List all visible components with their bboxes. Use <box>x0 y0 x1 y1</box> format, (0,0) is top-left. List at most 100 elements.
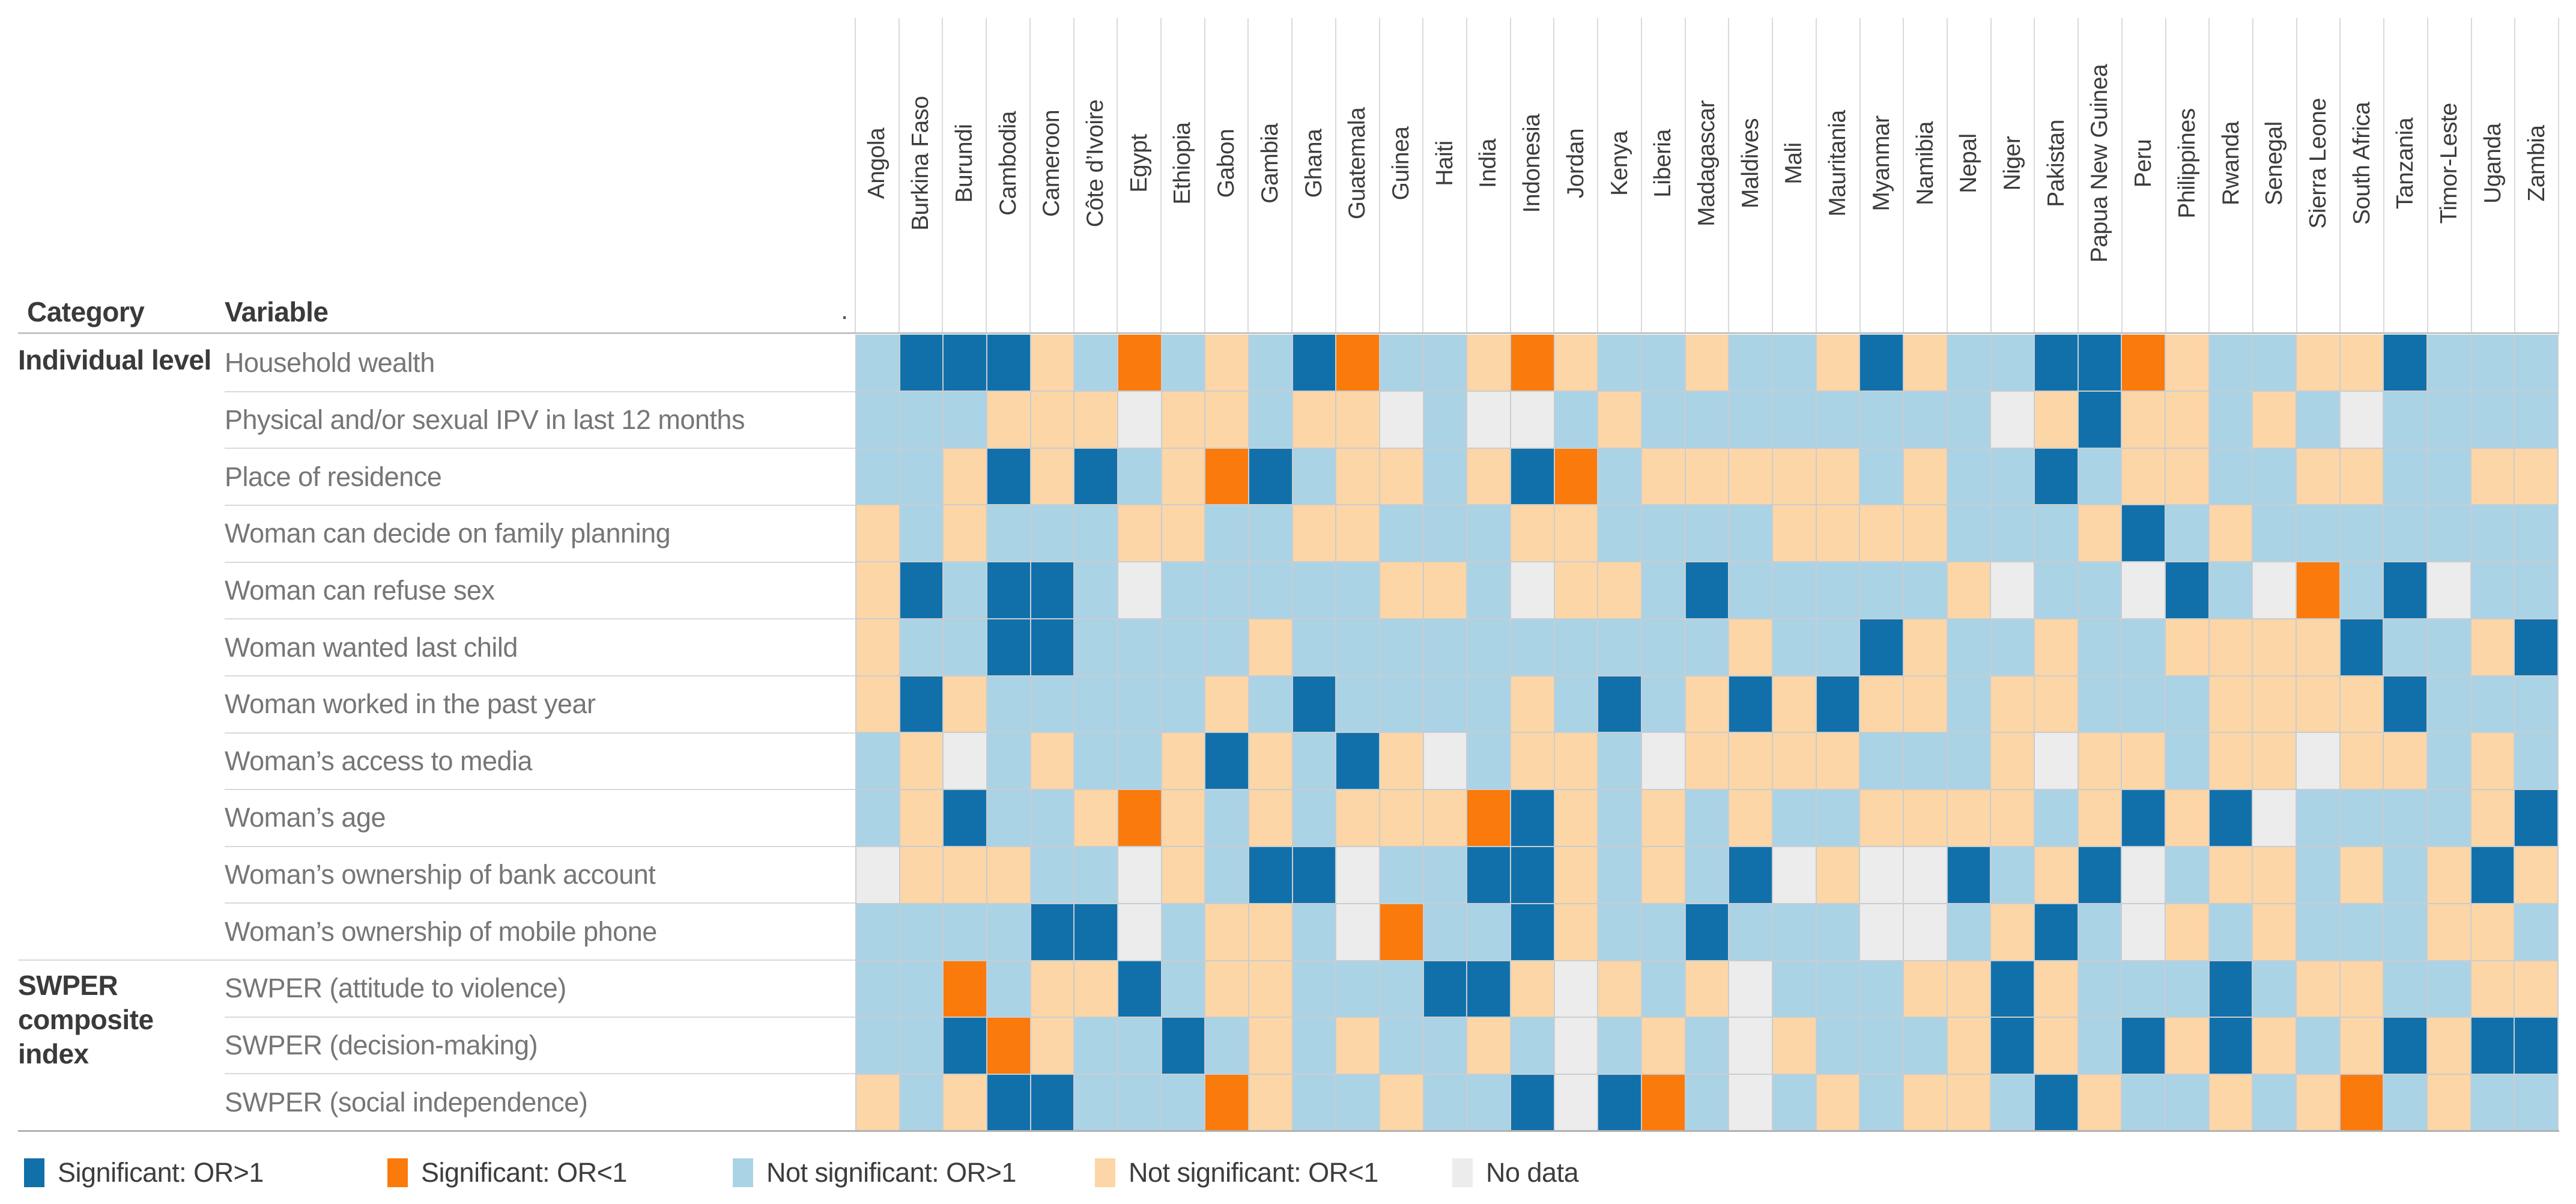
heatmap-cell[interactable] <box>2340 335 2383 391</box>
heatmap-cell[interactable] <box>1031 1018 1074 1074</box>
heatmap-cell[interactable] <box>2078 505 2121 562</box>
row-label-swper-social-independence[interactable]: SWPER (social independence) <box>225 1086 588 1117</box>
heatmap-cell[interactable] <box>2078 448 2121 505</box>
heatmap-cell[interactable] <box>856 847 899 903</box>
heatmap-cell[interactable] <box>2296 448 2339 505</box>
heatmap-cell[interactable] <box>1598 904 1641 960</box>
column-header-peru[interactable]: Peru <box>2130 139 2157 188</box>
heatmap-cell[interactable] <box>1293 1018 1336 1074</box>
heatmap-cell[interactable] <box>2209 790 2252 847</box>
heatmap-cell[interactable] <box>1511 1018 1554 1074</box>
heatmap-cell[interactable] <box>1162 448 1205 505</box>
heatmap-cell[interactable] <box>2253 1075 2296 1131</box>
heatmap-cell[interactable] <box>2384 619 2426 675</box>
heatmap-cell[interactable] <box>2165 1075 2208 1131</box>
heatmap-cell[interactable] <box>1074 619 1117 675</box>
heatmap-cell[interactable] <box>1729 1075 1772 1131</box>
heatmap-cell[interactable] <box>1860 790 1903 847</box>
column-header-gambia[interactable]: Gambia <box>1256 123 1283 204</box>
heatmap-cell[interactable] <box>1685 1018 1729 1074</box>
heatmap-cell[interactable] <box>2034 335 2077 391</box>
heatmap-cell[interactable] <box>1118 562 1161 618</box>
heatmap-cell[interactable] <box>2471 847 2514 903</box>
heatmap-cell[interactable] <box>1293 733 1336 789</box>
heatmap-cell[interactable] <box>1118 1075 1161 1131</box>
column-header-cameroon[interactable]: Cameroon <box>1038 109 1065 217</box>
heatmap-cell[interactable] <box>2515 1018 2557 1074</box>
heatmap-cell[interactable] <box>1249 847 1292 903</box>
heatmap-cell[interactable] <box>2253 733 2296 789</box>
heatmap-cell[interactable] <box>2209 733 2252 789</box>
column-header-namibia[interactable]: Namibia <box>1912 121 1938 205</box>
heatmap-cell[interactable] <box>987 847 1030 903</box>
heatmap-cell[interactable] <box>1031 904 1074 960</box>
heatmap-cell[interactable] <box>1205 790 1248 847</box>
heatmap-cell[interactable] <box>1423 562 1467 618</box>
heatmap-cell[interactable] <box>2253 505 2296 562</box>
heatmap-cell[interactable] <box>1249 1018 1292 1074</box>
heatmap-cell[interactable] <box>987 1075 1030 1131</box>
heatmap-cell[interactable] <box>900 847 943 903</box>
heatmap-cell[interactable] <box>2427 505 2470 562</box>
heatmap-cell[interactable] <box>1162 391 1205 448</box>
heatmap-cell[interactable] <box>1991 676 2034 732</box>
heatmap-cell[interactable] <box>1554 619 1598 675</box>
heatmap-cell[interactable] <box>1336 448 1379 505</box>
legend-item-not-significant-or-1[interactable]: Not significant: OR>1 <box>733 1157 1016 1188</box>
heatmap-cell[interactable] <box>2296 562 2339 618</box>
heatmap-cell[interactable] <box>2122 790 2165 847</box>
heatmap-cell[interactable] <box>1380 1018 1423 1074</box>
heatmap-cell[interactable] <box>1074 391 1117 448</box>
heatmap-cell[interactable] <box>2078 961 2121 1017</box>
heatmap-cell[interactable] <box>2471 619 2514 675</box>
heatmap-cell[interactable] <box>2340 790 2383 847</box>
heatmap-cell[interactable] <box>1380 505 1423 562</box>
heatmap-cell[interactable] <box>1554 790 1598 847</box>
heatmap-cell[interactable] <box>2165 335 2208 391</box>
heatmap-cell[interactable] <box>1772 1018 1816 1074</box>
heatmap-cell[interactable] <box>1772 335 1816 391</box>
heatmap-cell[interactable] <box>2515 733 2557 789</box>
heatmap-cell[interactable] <box>1598 562 1641 618</box>
heatmap-cell[interactable] <box>1772 505 1816 562</box>
heatmap-cell[interactable] <box>1467 847 1510 903</box>
heatmap-cell[interactable] <box>900 391 943 448</box>
heatmap-cell[interactable] <box>1162 904 1205 960</box>
heatmap-cell[interactable] <box>1598 847 1641 903</box>
heatmap-cell[interactable] <box>1467 790 1510 847</box>
heatmap-cell[interactable] <box>1903 562 1947 618</box>
heatmap-cell[interactable] <box>2122 335 2165 391</box>
heatmap-cell[interactable] <box>900 676 943 732</box>
heatmap-cell[interactable] <box>1903 676 1947 732</box>
heatmap-cell[interactable] <box>2253 335 2296 391</box>
heatmap-cell[interactable] <box>1554 1018 1598 1074</box>
heatmap-cell[interactable] <box>1423 904 1467 960</box>
heatmap-cell[interactable] <box>2340 676 2383 732</box>
heatmap-cell[interactable] <box>1031 676 1074 732</box>
heatmap-cell[interactable] <box>2165 505 2208 562</box>
heatmap-cell[interactable] <box>2515 790 2557 847</box>
heatmap-cell[interactable] <box>2384 676 2426 732</box>
heatmap-cell[interactable] <box>1205 733 1248 789</box>
heatmap-cell[interactable] <box>900 505 943 562</box>
heatmap-cell[interactable] <box>1685 1075 1729 1131</box>
heatmap-cell[interactable] <box>1729 733 1772 789</box>
heatmap-cell[interactable] <box>1205 676 1248 732</box>
heatmap-cell[interactable] <box>987 790 1030 847</box>
heatmap-cell[interactable] <box>1205 961 1248 1017</box>
heatmap-cell[interactable] <box>1031 847 1074 903</box>
heatmap-cell[interactable] <box>2165 676 2208 732</box>
heatmap-cell[interactable] <box>1074 562 1117 618</box>
heatmap-cell[interactable] <box>1947 676 1990 732</box>
heatmap-cell[interactable] <box>2165 448 2208 505</box>
heatmap-cell[interactable] <box>856 335 899 391</box>
heatmap-cell[interactable] <box>1293 562 1336 618</box>
heatmap-cell[interactable] <box>1816 790 1859 847</box>
heatmap-cell[interactable] <box>1031 1075 1074 1131</box>
heatmap-cell[interactable] <box>1685 335 1729 391</box>
heatmap-cell[interactable] <box>1074 505 1117 562</box>
heatmap-cell[interactable] <box>1641 847 1685 903</box>
heatmap-cell[interactable] <box>2384 1075 2426 1131</box>
heatmap-cell[interactable] <box>1729 790 1772 847</box>
heatmap-cell[interactable] <box>2296 1075 2339 1131</box>
